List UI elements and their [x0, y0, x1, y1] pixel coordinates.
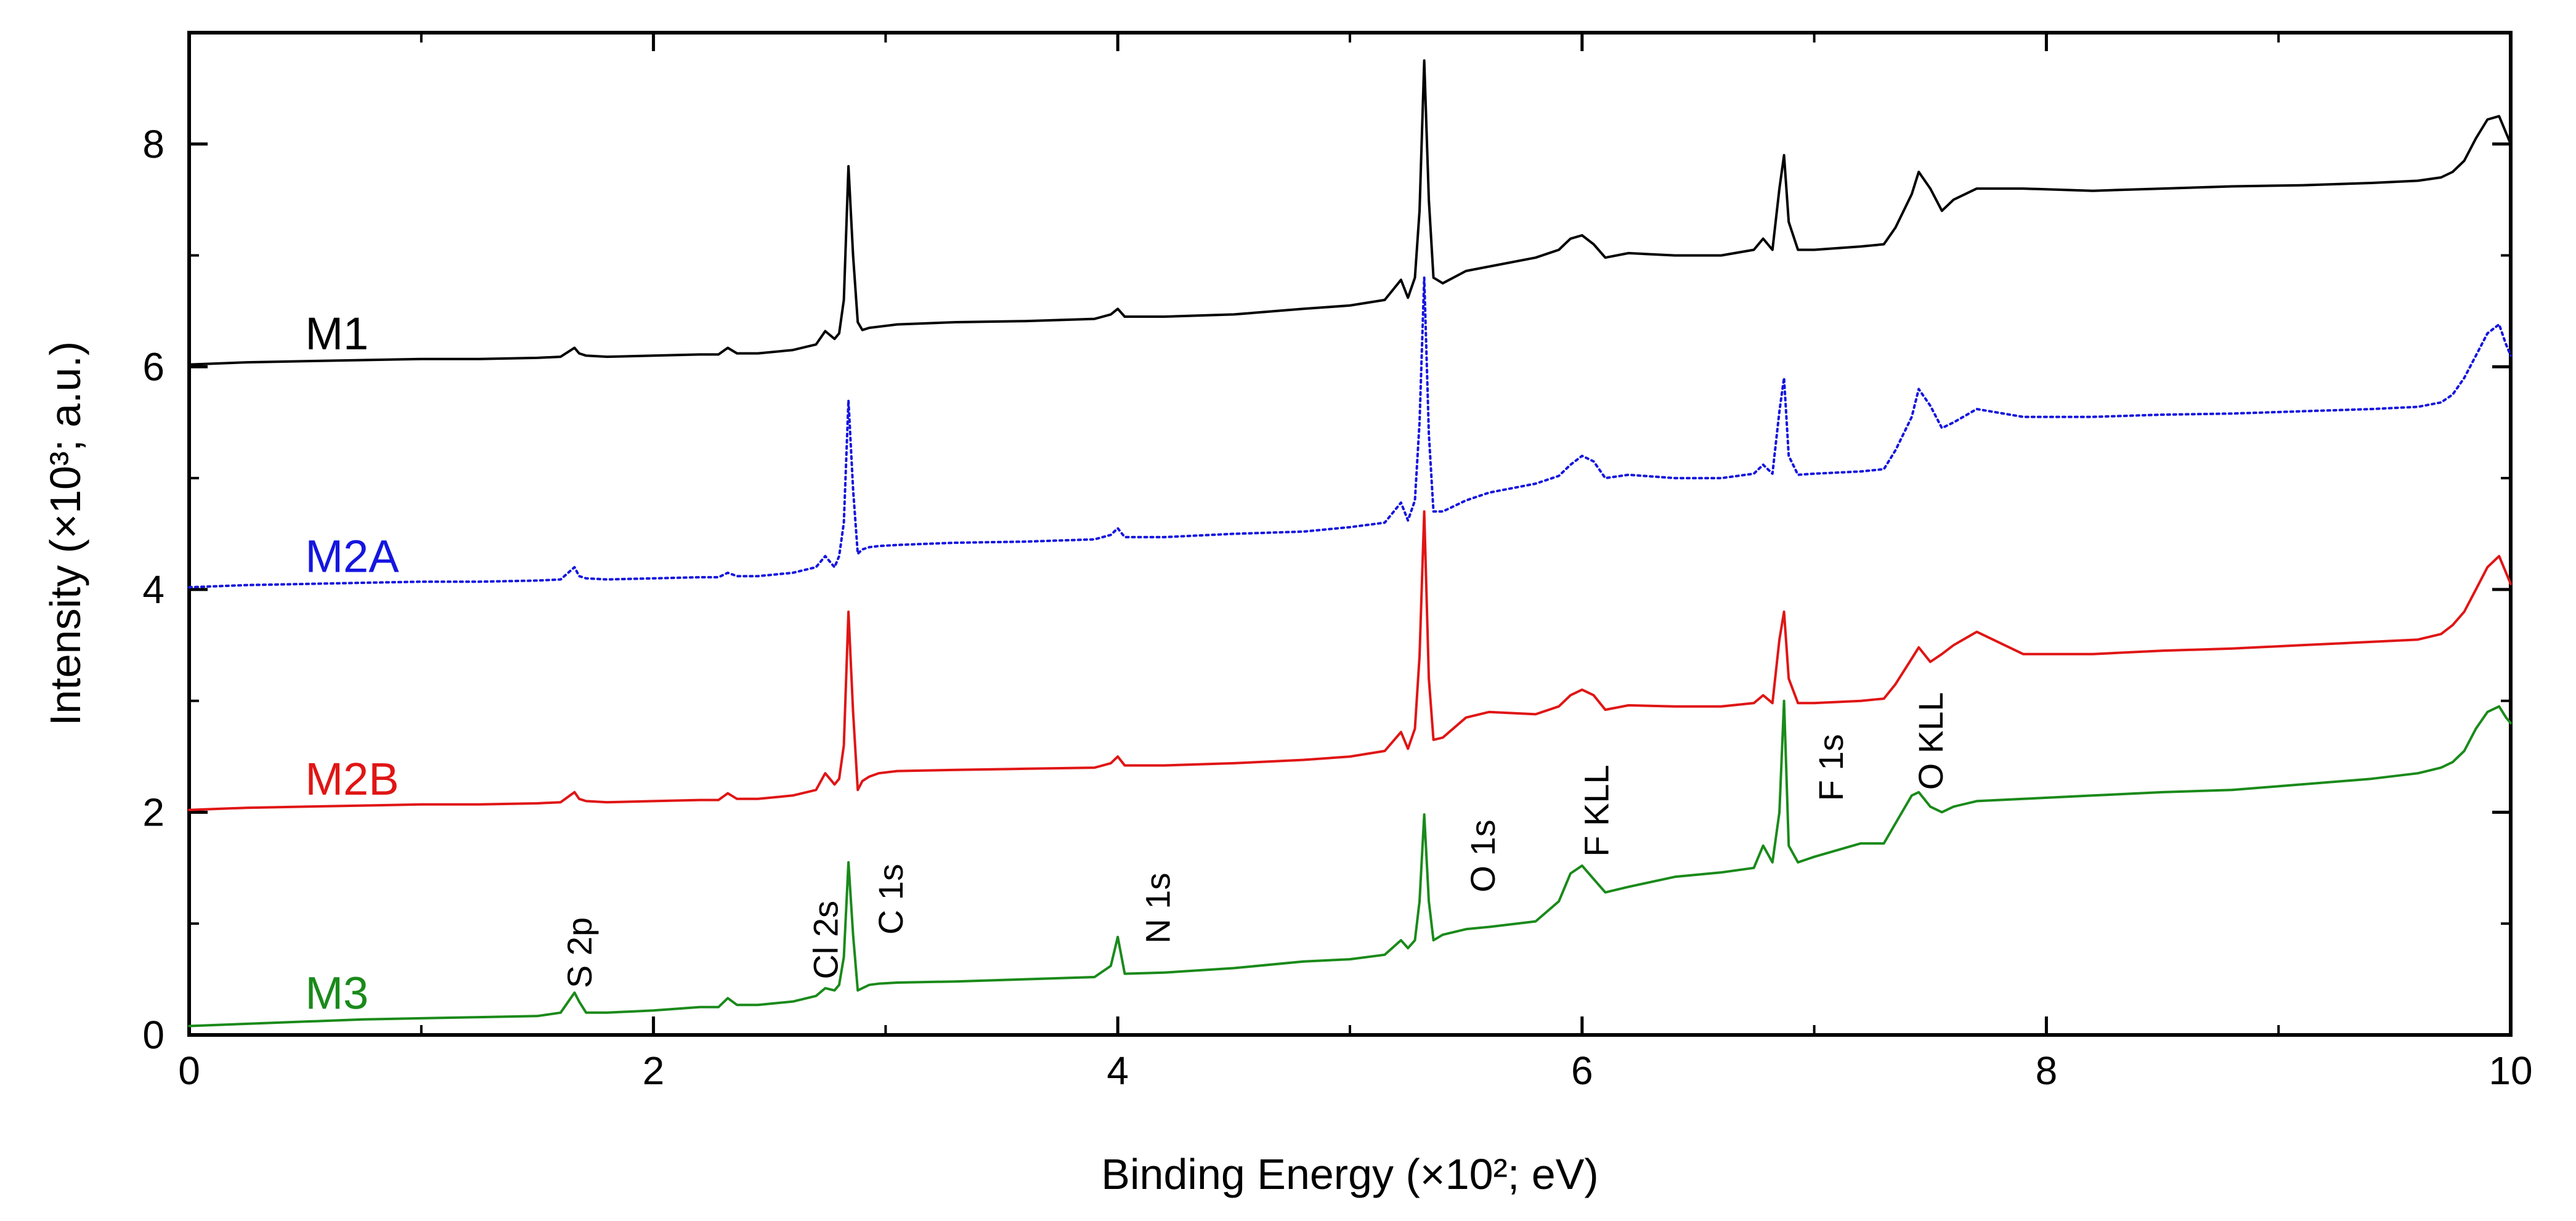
x-tick-label: 8	[2036, 1049, 2058, 1093]
series-label-m2a: M2A	[305, 531, 399, 582]
peak-label: F 1s	[1811, 734, 1850, 801]
series-label-m2b: M2B	[305, 753, 399, 805]
peak-label: N 1s	[1138, 873, 1177, 944]
series-line-m2b	[188, 510, 2512, 811]
peak-label: F KLL	[1577, 765, 1615, 856]
x-tick-label: 4	[1107, 1049, 1129, 1093]
peak-label: O 1s	[1463, 819, 1502, 892]
x-tick-label: 6	[1571, 1049, 1593, 1093]
plot-frame	[187, 31, 2513, 1037]
y-tick-label: 0	[142, 1013, 165, 1057]
x-tick-label: 2	[643, 1049, 665, 1093]
peak-label: Cl 2s	[806, 901, 845, 980]
series-line-m2a	[188, 276, 2512, 589]
series-line-m3	[188, 699, 2512, 1028]
peak-label: C 1s	[871, 864, 910, 935]
peak-label: O KLL	[1911, 692, 1950, 790]
y-tick-label: 8	[142, 122, 165, 166]
x-tick-label: 10	[2489, 1049, 2532, 1093]
series-line-m1	[188, 59, 2512, 366]
axis-ticks	[187, 33, 2513, 1037]
y-tick-label: 6	[142, 344, 165, 389]
spectra-series	[188, 59, 2512, 1028]
peak-annotations: S 2p Cl 2s C 1s N 1s O 1s F KLL F 1s O KLL	[560, 692, 1950, 989]
x-axis-title: Binding Energy (×10²; eV)	[1101, 1150, 1598, 1198]
series-labels: M1 M2A M2B M3	[305, 308, 399, 1018]
y-tick-label: 4	[142, 567, 165, 612]
peak-label: S 2p	[560, 917, 599, 988]
axis-tick-labels: 0 2 4 6 8 10 0 2 4 6 8	[142, 122, 2532, 1093]
series-label-m1: M1	[305, 308, 368, 359]
y-tick-label: 2	[142, 790, 165, 834]
y-axis-title: Intensity (×10³; a.u.)	[41, 341, 89, 726]
series-label-m3: M3	[305, 967, 368, 1018]
x-tick-label: 0	[178, 1049, 200, 1093]
